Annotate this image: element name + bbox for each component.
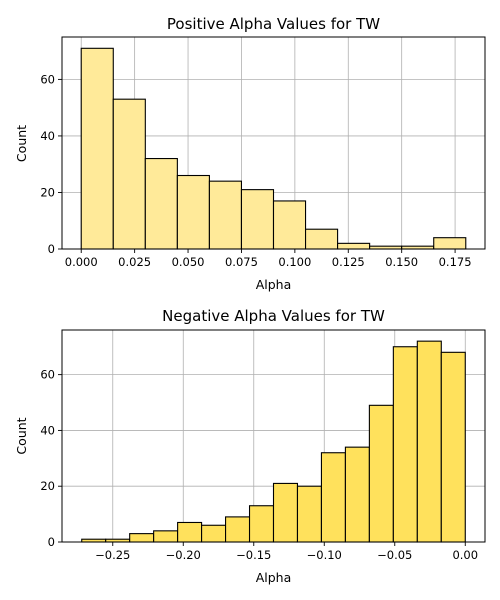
y-tick-label: 0 bbox=[48, 535, 55, 549]
x-tick-label: −0.25 bbox=[95, 548, 130, 562]
x-tick-label: 0.00 bbox=[452, 548, 478, 562]
x-tick-label: −0.05 bbox=[377, 548, 412, 562]
x-axis: 0.000 0.025 0.050 0.075 0.100 0.125 0.150 0.175 bbox=[65, 249, 472, 269]
x-tick-label: −0.20 bbox=[166, 548, 201, 562]
y-tick-label: 40 bbox=[40, 129, 55, 143]
x-tick-label: 0.075 bbox=[225, 255, 258, 269]
y-axis-label: Count bbox=[14, 417, 29, 454]
x-tick-label: 0.150 bbox=[385, 255, 418, 269]
histogram-bar bbox=[144, 157, 178, 250]
histogram-bar bbox=[240, 189, 275, 250]
histogram-bar bbox=[433, 237, 467, 250]
histogram-bar bbox=[392, 346, 418, 543]
y-tick-label: 20 bbox=[40, 185, 55, 199]
y-tick-label: 20 bbox=[40, 479, 55, 493]
histogram-bar bbox=[153, 530, 179, 543]
y-axis: 0 20 40 60 bbox=[40, 72, 62, 256]
histogram-bar bbox=[320, 452, 346, 543]
histogram-bar bbox=[129, 533, 155, 543]
histogram-bar bbox=[248, 505, 275, 543]
histogram-bar bbox=[440, 351, 466, 543]
histogram-bar bbox=[368, 404, 394, 543]
histogram-bar bbox=[225, 516, 251, 543]
histogram-bar bbox=[177, 521, 203, 543]
x-tick-label: −0.10 bbox=[307, 548, 342, 562]
histogram-bar bbox=[344, 446, 370, 543]
y-axis: 0 20 40 60 bbox=[40, 368, 62, 549]
x-tick-label: 0.100 bbox=[278, 255, 311, 269]
chart-title: Negative Alpha Values for TW bbox=[162, 307, 385, 325]
histogram-bar bbox=[80, 47, 114, 250]
bars bbox=[80, 47, 467, 250]
chart-title: Positive Alpha Values for TW bbox=[167, 15, 380, 33]
histogram-bar bbox=[272, 200, 307, 250]
x-tick-label: 0.050 bbox=[172, 255, 205, 269]
x-tick-label: 0.125 bbox=[332, 255, 365, 269]
histogram-bar bbox=[296, 485, 322, 543]
positive-alpha-histogram: Positive Alpha Values for TW Alpha Count… bbox=[14, 15, 486, 292]
y-axis-label: Count bbox=[14, 125, 29, 162]
plot-frame bbox=[61, 329, 486, 543]
histogram-bar bbox=[337, 242, 371, 250]
bars bbox=[81, 340, 466, 543]
x-axis-label: Alpha bbox=[256, 570, 292, 585]
histogram-bar bbox=[416, 340, 442, 543]
histogram-bar bbox=[272, 482, 299, 543]
y-tick-label: 60 bbox=[40, 72, 55, 86]
histogram-bar bbox=[176, 174, 210, 250]
x-tick-label: 0.025 bbox=[118, 255, 151, 269]
x-axis: −0.25 −0.20 −0.15 −0.10 −0.05 0.00 bbox=[95, 542, 478, 562]
histogram-bar bbox=[208, 180, 243, 250]
x-tick-label: 0.175 bbox=[439, 255, 472, 269]
x-axis-label: Alpha bbox=[256, 277, 292, 292]
y-tick-label: 40 bbox=[40, 423, 55, 437]
y-tick-label: 0 bbox=[48, 242, 55, 256]
x-tick-label: −0.15 bbox=[236, 548, 271, 562]
negative-alpha-histogram: Negative Alpha Values for TW Alpha Count… bbox=[14, 307, 486, 585]
histogram-bar bbox=[112, 98, 146, 250]
histogram-bar bbox=[201, 524, 227, 543]
plot-frame bbox=[61, 36, 486, 250]
histogram-bar bbox=[304, 228, 339, 250]
y-tick-label: 60 bbox=[40, 368, 55, 382]
x-tick-label: 0.000 bbox=[65, 255, 98, 269]
